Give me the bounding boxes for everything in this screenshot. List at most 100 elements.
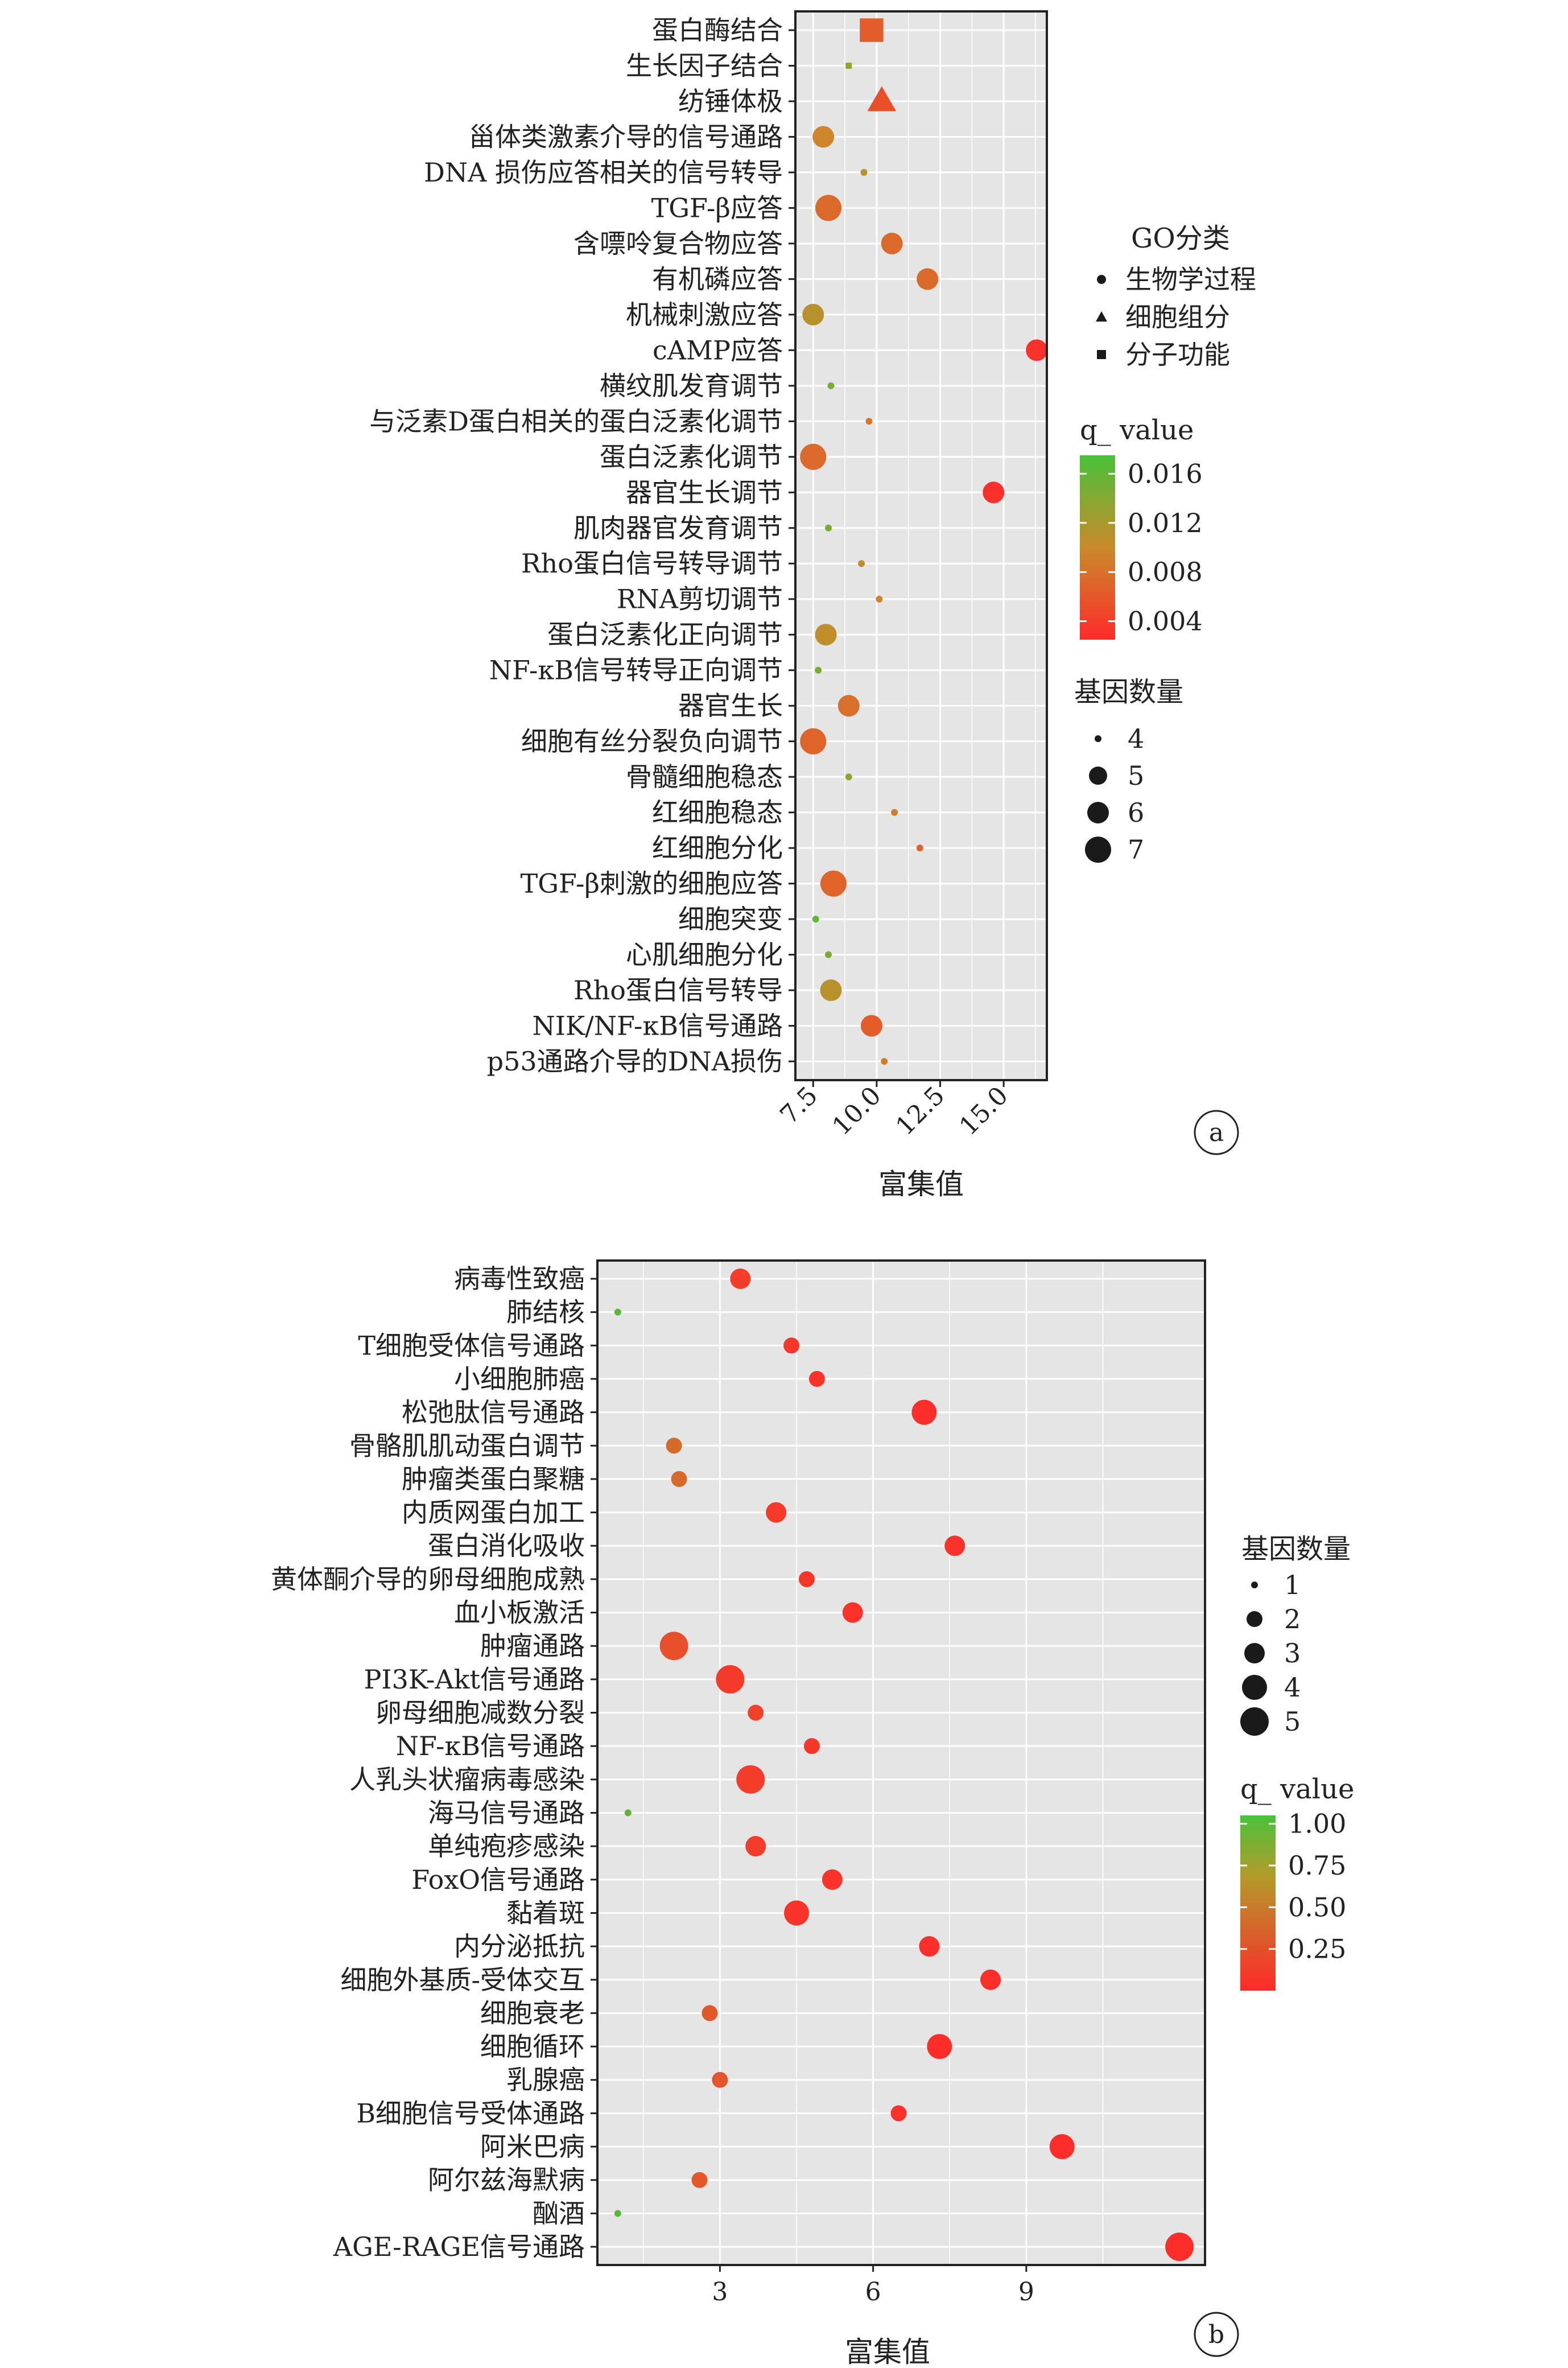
panel-a-data-point	[876, 595, 883, 603]
panel-b-category-label: AGE-RAGE信号通路	[333, 2231, 585, 2262]
panel-b-color-tick-label: 0.25	[1288, 1934, 1346, 1965]
panel-a-data-point	[865, 418, 873, 425]
panel-a-data-point	[800, 443, 827, 470]
panel-a-shape-legend-marker	[1097, 275, 1106, 284]
panel-a-label-circle	[1194, 1110, 1239, 1155]
panel-b-category-label: 黄体酮介导的卵母细胞成熟	[271, 1564, 585, 1595]
panel-a-category-label: DNA 损伤应答相关的信号转导	[424, 157, 783, 188]
panel-b-data-point	[614, 1308, 621, 1316]
panel-b-size-legend-label: 4	[1284, 1672, 1301, 1703]
panel-b-category-label: 海马信号通路	[428, 1797, 585, 1828]
panel-a-size-legend-marker	[1087, 802, 1109, 823]
panel-a-category-label: 心肌细胞分化	[626, 940, 783, 970]
panel-b-data-point	[784, 1900, 810, 1926]
panel-b-size-legend-label: 2	[1284, 1604, 1301, 1634]
panel-a-data-point	[860, 1015, 882, 1037]
panel-a-shape-legend-label: 生物学过程	[1125, 264, 1256, 295]
panel-b-color-tick-label: 1.00	[1288, 1809, 1346, 1839]
panel-b-category-label: 蛋白消化吸收	[428, 1530, 585, 1561]
panel-a-data-point	[916, 845, 923, 852]
panel-b-category-label: 骨骼肌肌动蛋白调节	[349, 1430, 585, 1461]
panel-a-category-label: cAMP应答	[653, 335, 783, 365]
panel-b-data-point	[798, 1571, 815, 1587]
panel-b-data-point	[716, 1665, 745, 1694]
panel-a-data-point	[845, 63, 852, 69]
panel-a-category-label: 甾体类激素介导的信号通路	[469, 121, 783, 152]
panel-b-data-point	[624, 1809, 632, 1817]
panel-b-data-point	[736, 1765, 765, 1794]
panel-b-category-label: 病毒性致癌	[454, 1263, 585, 1294]
panel-a-data-point	[881, 1058, 888, 1065]
panel-b-category-label: T细胞受体信号通路	[358, 1330, 585, 1361]
panel-b-category-label: 细胞外基质-受体交互	[340, 1965, 585, 1995]
panel-b-data-point	[1049, 2134, 1075, 2160]
panel-a-data-point	[802, 303, 824, 326]
panel-a-color-tick-label: 0.012	[1128, 508, 1203, 538]
panel-a-points	[800, 18, 1048, 1065]
panel-b-size-legend-label: 3	[1284, 1638, 1301, 1669]
panel-b-category-label: FoxO信号通路	[411, 1864, 585, 1895]
panel-b-size-legend-marker	[1247, 1611, 1262, 1627]
panel-a-category-label: NIK/NF-κB信号通路	[533, 1011, 783, 1041]
panel-a-category-label: 红细胞分化	[652, 833, 783, 863]
panel-b-points	[614, 1269, 1194, 2261]
panel-a-size-legend-label: 7	[1128, 834, 1144, 865]
panel-a-data-point	[812, 916, 819, 923]
panel-b-data-point	[659, 1632, 688, 1661]
panel-a-shape-legend-title: GO分类	[1131, 223, 1230, 254]
panel-a-data-point	[891, 809, 898, 816]
panel-a-data-point	[1026, 339, 1048, 361]
panel-a-category-label: NF-κB信号转导正向调节	[489, 655, 783, 686]
panel-a-data-point	[825, 524, 832, 532]
panel-b-plot-area	[597, 1261, 1205, 2265]
panel-b-data-point	[890, 2105, 907, 2122]
panel-a-color-tick-label: 0.004	[1128, 606, 1203, 637]
panel-a-category-label: 有机磷应答	[652, 263, 783, 294]
panel-b-data-point	[691, 2172, 708, 2188]
panel-a-gridlines	[795, 11, 1047, 1080]
panel-a-data-point	[820, 870, 847, 897]
panel-a-category-label: 器官生长	[678, 690, 783, 721]
panel-b-category-label: 小细胞肺癌	[454, 1364, 585, 1394]
panel-a-category-label: 肌肉器官发育调节	[573, 513, 783, 543]
panel-b-label-circle	[1194, 2312, 1239, 2357]
panel-b-data-point	[671, 1471, 687, 1487]
panel-b-data-point	[927, 2034, 952, 2060]
panel-b-data-point	[745, 1836, 766, 1857]
panel-a-data-point	[815, 195, 842, 221]
panel-a-category-label: 机械刺激应答	[626, 299, 783, 330]
panel-a-category-label: 蛋白酶结合	[652, 15, 783, 46]
panel-b-category-label: NF-κB信号通路	[396, 1731, 585, 1761]
panel-a-category-label: 横纹肌发育调节	[600, 370, 783, 401]
panel-a-x-ticks: 7.5 10.0 12.5 15.0	[774, 1080, 1014, 1141]
panel-a-category-label: 纺锤体极	[678, 86, 783, 117]
panel-a-size-legend-marker	[1089, 767, 1107, 785]
panel-b-x-axis-title: 富集值	[845, 2336, 930, 2368]
panel-a-data-point	[812, 126, 835, 148]
panel-b-category-label: 肿瘤通路	[480, 1630, 585, 1661]
panel-b-category-label: 血小板激活	[454, 1597, 585, 1628]
panel-b-chart: 病毒性致癌肺结核T细胞受体信号通路小细胞肺癌松弛肽信号通路骨骼肌肌动蛋白调节肿瘤…	[271, 1259, 1354, 2368]
panel-a-x-tick-label: 12.5	[890, 1081, 950, 1141]
panel-a-category-label: RNA剪切调节	[617, 584, 783, 615]
panel-b-data-point	[944, 1535, 965, 1556]
panel-a-data-point	[815, 666, 822, 674]
panel-a-size-legend-marker	[1095, 735, 1101, 742]
panel-b-category-label: 乳腺癌	[506, 2065, 585, 2095]
panel-b-size-legend-marker	[1242, 1675, 1267, 1700]
panel-b-category-label: 单纯疱疹感染	[428, 1831, 585, 1862]
panel-a-category-label: Rho蛋白信号转导	[573, 975, 783, 1006]
panel-b-category-label: 细胞衰老	[480, 1998, 585, 2028]
panel-a-x-tick-label: 10.0	[827, 1081, 886, 1141]
panel-a-plot-area	[795, 11, 1047, 1080]
panel-a-x-tick-label: 15.0	[954, 1081, 1014, 1141]
panel-b-data-point	[614, 2210, 621, 2217]
panel-b-size-legend-label: 5	[1284, 1706, 1301, 1737]
panel-a-size-legend-title: 基因数量	[1074, 676, 1183, 708]
panel-b-data-point	[712, 2072, 728, 2088]
panel-a-data-point	[820, 979, 842, 1002]
panel-b-size-legend: 1 2 345	[1240, 1570, 1301, 1737]
panel-a-color-tick-label: 0.008	[1128, 557, 1203, 587]
panel-a-size-legend-marker	[1085, 837, 1111, 863]
